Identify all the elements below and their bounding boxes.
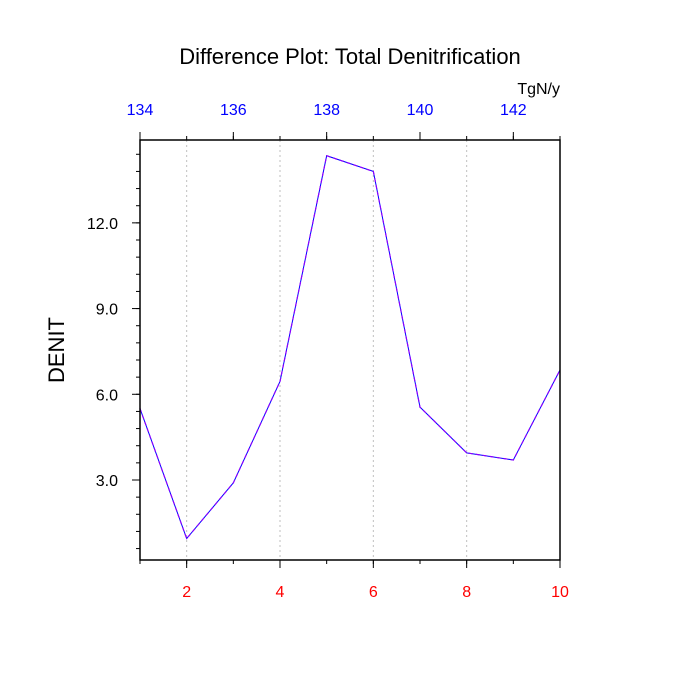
axis-ticks xyxy=(132,132,561,568)
plot-frame xyxy=(139,139,561,561)
data-point xyxy=(186,537,188,540)
data-point xyxy=(512,459,514,461)
data-point xyxy=(466,452,468,454)
grid-lines xyxy=(186,140,468,560)
y-axis-label: DENIT xyxy=(44,317,69,383)
chart-title: Difference Plot: Total Denitrification xyxy=(179,44,521,69)
tick-labels: 2 4 6 8 10 134 136 138 140 142 3.0 6.0 9.0 12.0 xyxy=(87,102,569,601)
x-tick-label: 6 xyxy=(369,584,378,601)
top-tick-label: 136 xyxy=(220,102,247,119)
y-tick-label: 6.0 xyxy=(96,387,118,404)
top-tick-label: 138 xyxy=(313,102,340,119)
x-tick-label: 10 xyxy=(551,584,569,601)
top-tick-label: 142 xyxy=(500,102,527,119)
data-point xyxy=(419,406,421,408)
top-tick-label: 134 xyxy=(127,102,154,119)
data-point xyxy=(232,482,234,484)
units-label: TgN/y xyxy=(517,81,560,98)
data-series xyxy=(139,154,561,540)
x-tick-label: 8 xyxy=(462,584,471,601)
data-point xyxy=(279,380,281,383)
y-tick-label: 9.0 xyxy=(96,302,118,319)
y-tick-label: 3.0 xyxy=(96,473,118,490)
x-tick-label: 2 xyxy=(182,584,191,601)
series-line xyxy=(139,154,561,540)
data-point xyxy=(326,155,328,157)
y-tick-label: 12.0 xyxy=(87,216,118,233)
top-tick-label: 140 xyxy=(407,102,434,119)
x-tick-label: 4 xyxy=(276,584,285,601)
series-line-base xyxy=(139,155,561,540)
data-point xyxy=(372,170,374,173)
